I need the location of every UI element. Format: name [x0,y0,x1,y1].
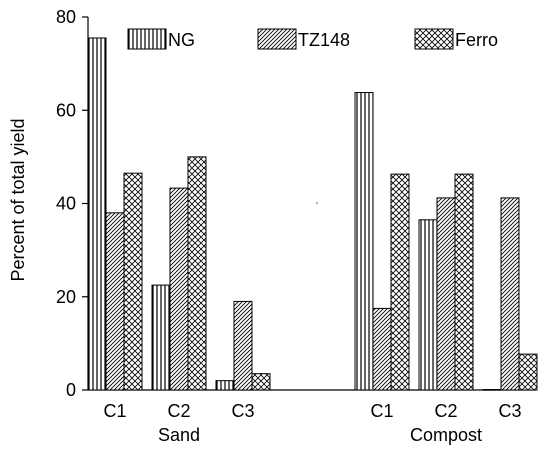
x-tick-label: C2 [434,401,457,421]
bar-tz148-compost-c2 [436,197,456,391]
legend-label-tz148: TZ148 [298,30,350,50]
bar-ng-sand-c2 [151,284,171,391]
bar-ferro-sand-c3 [251,373,271,391]
group-label: Compost [410,425,482,445]
bar-tz148-sand-c1 [105,212,125,391]
legend-label-ng: NG [168,30,195,50]
bar-ng-compost-c2 [418,219,438,391]
legend-swatch-ferro [414,28,454,50]
stray-dot [316,202,318,204]
legend: NG TZ148 Ferro [127,28,498,50]
x-tick-label: C2 [167,401,190,421]
x-tick-label: C1 [370,401,393,421]
y-tick-label: 0 [66,380,76,400]
bar-ferro-sand-c1 [123,172,143,391]
bar-ng-sand-c1 [87,37,107,391]
bar-tz148-compost-c3 [500,197,520,391]
x-tick-label: C1 [103,401,126,421]
group-label: Sand [158,425,200,445]
bar-ferro-sand-c2 [187,156,207,391]
bar-ferro-compost-c2 [454,173,474,391]
y-ticks: 0 20 40 60 80 [56,7,88,400]
legend-label-ferro: Ferro [455,30,498,50]
y-tick-label: 80 [56,7,76,27]
bar-tz148-compost-c1 [372,307,392,391]
bar-ng-compost-c3 [482,389,502,391]
x-labels: C1 C2 C3 Sand C1 C2 C3 Compost [103,401,521,445]
bar-ferro-compost-c1 [390,173,410,391]
bars [87,37,538,391]
x-tick-label: C3 [498,401,521,421]
legend-swatch-tz148 [257,28,297,50]
y-tick-label: 40 [56,194,76,214]
bar-tz148-sand-c3 [233,300,253,391]
y-axis-label: Percent of total yield [8,118,28,281]
bar-ng-sand-c3 [215,380,235,391]
bar-ferro-compost-c3 [518,353,538,391]
bar-ng-compost-c1 [354,92,374,391]
legend-swatch-ng [127,28,167,50]
y-tick-label: 20 [56,287,76,307]
y-tick-label: 60 [56,100,76,120]
x-tick-label: C3 [231,401,254,421]
bar-tz148-sand-c2 [169,187,189,391]
